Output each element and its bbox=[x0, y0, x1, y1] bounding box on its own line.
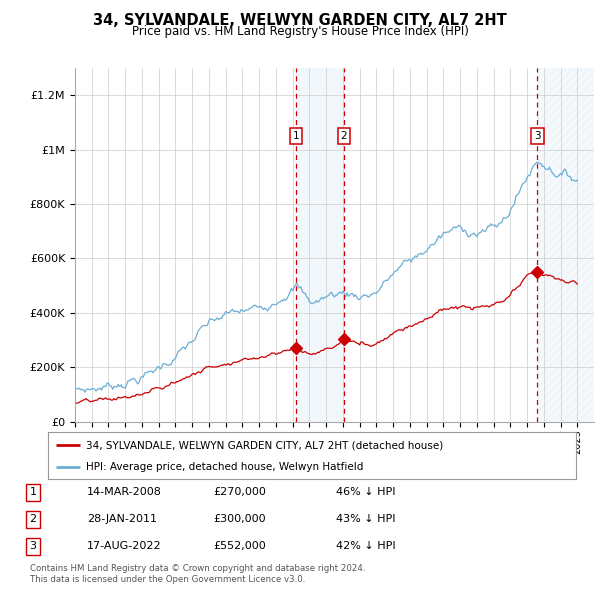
Text: 1: 1 bbox=[29, 487, 37, 497]
Text: 34, SYLVANDALE, WELWYN GARDEN CITY, AL7 2HT: 34, SYLVANDALE, WELWYN GARDEN CITY, AL7 … bbox=[93, 13, 507, 28]
Text: 3: 3 bbox=[29, 542, 37, 551]
Text: 46% ↓ HPI: 46% ↓ HPI bbox=[336, 487, 395, 497]
Text: £552,000: £552,000 bbox=[213, 542, 266, 551]
Text: 14-MAR-2008: 14-MAR-2008 bbox=[87, 487, 162, 497]
Text: Price paid vs. HM Land Registry's House Price Index (HPI): Price paid vs. HM Land Registry's House … bbox=[131, 25, 469, 38]
Text: 17-AUG-2022: 17-AUG-2022 bbox=[87, 542, 161, 551]
Text: 28-JAN-2011: 28-JAN-2011 bbox=[87, 514, 157, 524]
Text: £300,000: £300,000 bbox=[213, 514, 266, 524]
Text: 43% ↓ HPI: 43% ↓ HPI bbox=[336, 514, 395, 524]
Bar bbox=[538, 68, 594, 422]
Text: HPI: Average price, detached house, Welwyn Hatfield: HPI: Average price, detached house, Welw… bbox=[86, 462, 364, 472]
Text: 42% ↓ HPI: 42% ↓ HPI bbox=[336, 542, 395, 551]
Text: 2: 2 bbox=[341, 131, 347, 141]
Bar bbox=[296, 68, 344, 422]
Text: 2: 2 bbox=[29, 514, 37, 524]
Text: This data is licensed under the Open Government Licence v3.0.: This data is licensed under the Open Gov… bbox=[30, 575, 305, 584]
Text: 34, SYLVANDALE, WELWYN GARDEN CITY, AL7 2HT (detached house): 34, SYLVANDALE, WELWYN GARDEN CITY, AL7 … bbox=[86, 440, 443, 450]
Text: 3: 3 bbox=[534, 131, 541, 141]
Text: £270,000: £270,000 bbox=[213, 487, 266, 497]
Text: Contains HM Land Registry data © Crown copyright and database right 2024.: Contains HM Land Registry data © Crown c… bbox=[30, 565, 365, 573]
Text: 1: 1 bbox=[293, 131, 299, 141]
